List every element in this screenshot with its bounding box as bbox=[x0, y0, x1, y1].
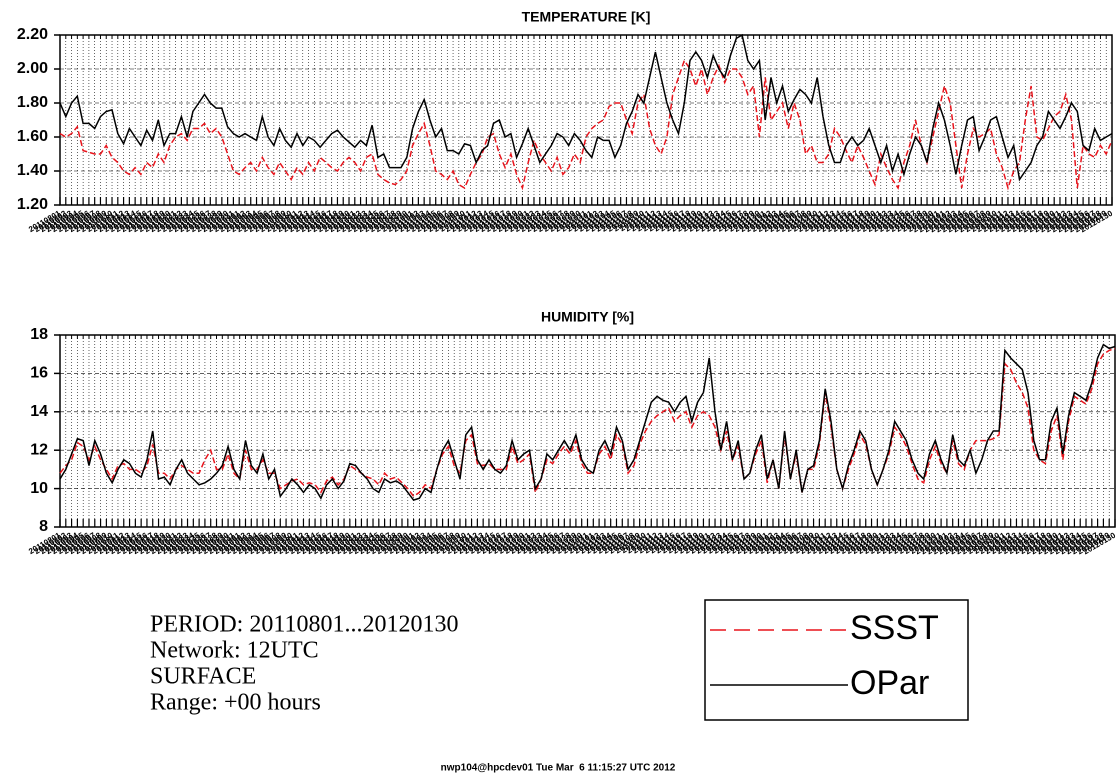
y-tick-label: 12 bbox=[30, 441, 48, 458]
footer: nwp104@hpcdev01 Tue Mar 6 11:15:27 UTC 2… bbox=[441, 763, 676, 774]
chart-title: TEMPERATURE [K] bbox=[522, 9, 651, 25]
plot-frame bbox=[59, 334, 1116, 528]
y-tick-label: 14 bbox=[30, 403, 48, 420]
plot-frame bbox=[59, 34, 1113, 206]
info-line: PERIOD: 20110801...20120130 bbox=[150, 612, 458, 638]
series-line bbox=[59, 58, 1113, 191]
legend-box bbox=[704, 599, 969, 721]
series-line bbox=[59, 33, 1113, 182]
y-tick-label: 16 bbox=[30, 365, 48, 382]
info-line: Network: 12UTC bbox=[150, 638, 319, 664]
y-tick-label: 1.20 bbox=[17, 196, 48, 213]
series-line bbox=[59, 347, 1116, 498]
y-tick-label: 10 bbox=[30, 480, 48, 497]
chart-title: HUMIDITY [%] bbox=[541, 309, 634, 325]
legend-label: OPar bbox=[850, 664, 929, 702]
legend-label: SSST bbox=[850, 609, 939, 647]
y-tick-label: 2.00 bbox=[17, 60, 48, 77]
y-tick-label: 2.20 bbox=[17, 26, 48, 43]
y-tick-label: 8 bbox=[39, 518, 48, 535]
info-line: Range: +00 hours bbox=[150, 690, 321, 716]
series-line bbox=[59, 343, 1116, 501]
y-tick-label: 1.60 bbox=[17, 128, 48, 145]
y-tick-label: 18 bbox=[30, 326, 48, 343]
y-tick-label: 1.40 bbox=[17, 162, 48, 179]
info-line: SURFACE bbox=[150, 664, 256, 690]
y-tick-label: 1.80 bbox=[17, 94, 48, 111]
